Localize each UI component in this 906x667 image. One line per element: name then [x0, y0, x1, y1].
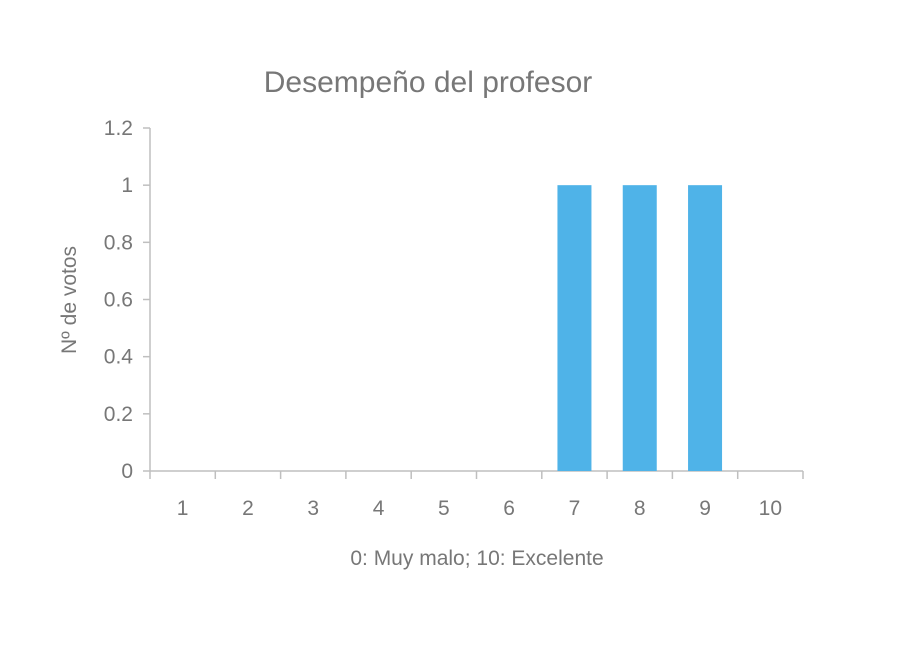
- y-tick-label: 0.8: [104, 231, 133, 254]
- y-tick-label: 1.2: [104, 117, 133, 140]
- bar-8: [622, 185, 657, 471]
- x-tick-label: 4: [373, 497, 385, 520]
- tick-labels: 0 0.2 0.4 0.6 0.8 1 1.2 1 2 3 4 5 6 7 8 9 10: [104, 117, 782, 520]
- y-tick-label: 0.4: [104, 346, 134, 369]
- bar-9: [688, 185, 723, 471]
- x-tick-label: 6: [503, 497, 515, 520]
- chart-title: Desempeño del profesor: [264, 66, 593, 99]
- x-tick-label: 2: [242, 497, 254, 520]
- x-tick-label: 7: [569, 497, 581, 520]
- x-tick-label: 8: [634, 497, 646, 520]
- x-tick-label: 10: [759, 497, 782, 520]
- bar-7: [557, 185, 592, 471]
- y-tick-label: 0.6: [104, 289, 133, 312]
- y-axis-label: Nº de votos: [58, 246, 81, 354]
- x-tick-label: 9: [699, 497, 711, 520]
- y-tick-label: 0.2: [104, 403, 133, 426]
- y-tick-label: 0: [121, 460, 133, 483]
- x-tick-label: 3: [307, 497, 319, 520]
- x-tick-label: 5: [438, 497, 450, 520]
- x-tick-label: 1: [177, 497, 189, 520]
- y-tick-label: 1: [121, 174, 133, 197]
- bars: [557, 185, 723, 471]
- x-axis-label: 0: Muy malo; 10: Excelente: [350, 547, 603, 570]
